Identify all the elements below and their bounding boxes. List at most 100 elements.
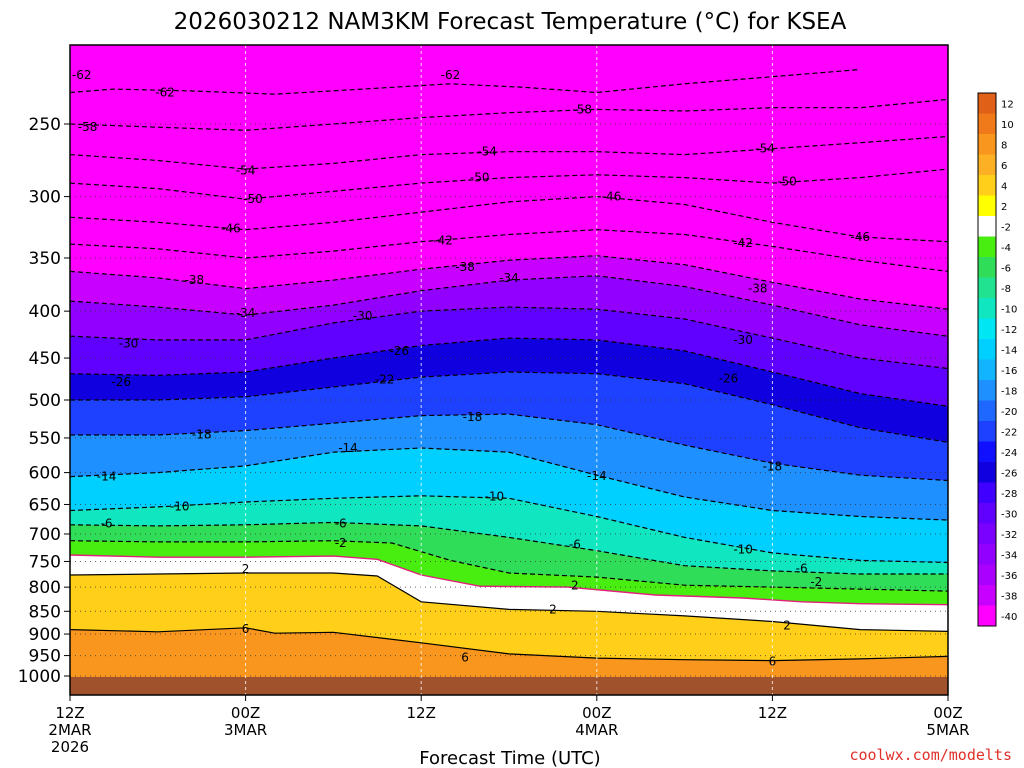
isotherm-label: -54: [236, 164, 256, 178]
isotherm-label: -10: [733, 543, 753, 557]
isotherm-label: -26: [389, 344, 409, 358]
colorbar-swatch: [978, 175, 996, 196]
colorbar-label: 12: [1001, 99, 1014, 110]
isotherm-line: [70, 275, 948, 337]
temperature-band: [70, 99, 948, 170]
colorbar-label: 6: [1001, 161, 1007, 172]
colorbar-label: -36: [1001, 571, 1017, 582]
y-tick-label: 400: [29, 302, 61, 322]
isotherm-line: [70, 337, 948, 407]
isotherm-line: [70, 229, 948, 272]
colorbar-swatch: [978, 482, 996, 504]
isotherm-label: -50: [777, 175, 797, 189]
isotherm-label: -34: [499, 271, 519, 285]
colorbar-label: -6: [1001, 263, 1011, 274]
isotherm-label: -30: [119, 337, 139, 351]
colorbar-label: -40: [1001, 612, 1017, 623]
colorbar-label: -4: [1001, 243, 1011, 254]
isotherm-label: -30: [353, 309, 373, 323]
isotherm-line: [70, 572, 948, 632]
colorbar-label: -28: [1001, 489, 1017, 500]
temperature-band: [70, 69, 948, 131]
isotherm-label: 2: [242, 562, 250, 576]
isotherm-label: -46: [602, 190, 622, 204]
colorbar-label: -22: [1001, 427, 1017, 438]
colorbar-label: -18: [1001, 386, 1017, 397]
isotherm-label: -38: [185, 273, 205, 287]
y-tick-label: 500: [29, 391, 61, 411]
colorbar-label: -12: [1001, 325, 1017, 336]
isotherm-line: [70, 68, 861, 95]
colorbar-swatch: [978, 154, 996, 176]
colorbar-swatch: [978, 585, 996, 606]
colorbar-swatch: [978, 298, 996, 319]
colorbar: 12 10 8 6 4 2 -2 -4 -6 -8 -10 -12 -14 -16 -18 -20 -22 -24…: [977, 92, 1017, 627]
colorbar-swatch: [978, 277, 996, 299]
isotherm-label: -14: [587, 469, 607, 483]
colorbar-label: 2: [1001, 202, 1007, 213]
temperature-band: [70, 555, 948, 632]
y-tick-label: 350: [29, 249, 61, 269]
isotherm-label: 6: [242, 622, 250, 636]
colorbar-label: -16: [1001, 366, 1017, 377]
isotherm-line: [70, 521, 948, 575]
y-tick-label: 300: [29, 188, 61, 208]
isotherm-line: [70, 168, 948, 200]
x-tick-label: 12Z: [407, 704, 436, 722]
credit-text[interactable]: coolwx.com/modelts: [849, 746, 1012, 764]
colorbar-label: -24: [1001, 448, 1017, 459]
isotherm-line: [70, 98, 948, 131]
isotherm-label: -46: [221, 221, 241, 235]
isotherm-label: -54: [755, 142, 775, 156]
colorbar-label: -14: [1001, 345, 1017, 356]
isotherm-label: 6: [769, 654, 777, 668]
isotherm-label: -2: [810, 575, 822, 589]
isotherm-label: -30: [733, 333, 753, 347]
isotherm-label: -14: [97, 470, 117, 484]
temperature-band: [70, 372, 948, 481]
isotherm-label: 2: [783, 619, 791, 633]
y-tick-label: 750: [29, 552, 61, 572]
colorbar-swatch: [978, 421, 996, 442]
colorbar-swatch: [978, 216, 996, 237]
chart-title: 2026030212 NAM3KM Forecast Temperature (…: [174, 9, 847, 35]
x-tick-label: 3MAR: [224, 721, 267, 739]
isotherm-label: -14: [338, 441, 358, 455]
colorbar-swatch: [978, 236, 996, 258]
y-tick-label: 850: [29, 602, 61, 622]
isotherm-line: [70, 371, 948, 443]
isotherm-label: 6: [461, 651, 469, 665]
isotherm-label: -26: [719, 372, 739, 386]
y-tick-label: 900: [29, 625, 61, 645]
y-tick-label: 700: [29, 525, 61, 545]
temperature-band: [70, 573, 948, 661]
isotherm-label: -62: [155, 86, 175, 100]
isotherm-label: -58: [78, 120, 98, 134]
isotherm-label: -10: [485, 489, 505, 503]
x-axis-label: Forecast Time (UTC): [419, 748, 600, 768]
isotherm-line: [70, 306, 948, 370]
temperature-band: [70, 495, 948, 574]
colorbar-swatch: [978, 339, 996, 360]
temperature-band: [70, 522, 948, 592]
y-tick-label: 950: [29, 647, 61, 667]
isotherm-label: -18: [192, 427, 212, 441]
temperature-band: [70, 255, 948, 337]
colorbar-swatch: [978, 257, 996, 278]
colorbar-swatch: [978, 503, 996, 524]
colorbar-label: 8: [1001, 140, 1007, 151]
x-tick-label: 2026: [51, 738, 89, 756]
isotherm-line: [70, 447, 948, 521]
isotherm-label: -18: [763, 460, 783, 474]
isotherm-label: -50: [243, 192, 263, 206]
colorbar-label: -38: [1001, 591, 1017, 602]
colorbar-label: -34: [1001, 550, 1017, 561]
x-tick-label: 00Z: [933, 704, 962, 722]
colorbar-swatch: [978, 380, 996, 401]
colorbar-swatch: [978, 462, 996, 483]
colorbar-label: 4: [1001, 181, 1007, 192]
isotherm-label: -62: [72, 68, 92, 82]
temperature-band: [70, 414, 948, 521]
isotherm-line: [70, 495, 948, 564]
